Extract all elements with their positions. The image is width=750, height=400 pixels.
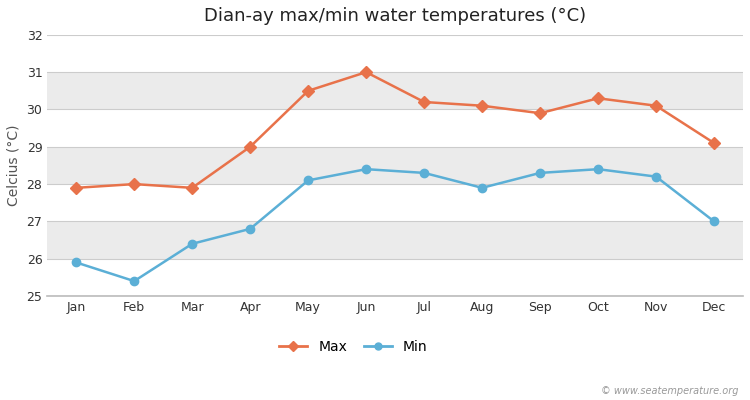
Title: Dian-ay max/min water temperatures (°C): Dian-ay max/min water temperatures (°C) bbox=[204, 7, 586, 25]
Max bbox=[420, 100, 429, 104]
Max bbox=[246, 144, 255, 149]
Y-axis label: Celcius (°C): Celcius (°C) bbox=[7, 125, 21, 206]
Max bbox=[593, 96, 602, 101]
Line: Max: Max bbox=[72, 68, 718, 192]
Max bbox=[362, 70, 370, 74]
Min bbox=[246, 226, 255, 231]
Text: © www.seatemperature.org: © www.seatemperature.org bbox=[602, 386, 739, 396]
Min bbox=[593, 167, 602, 172]
Legend: Max, Min: Max, Min bbox=[274, 334, 433, 360]
Bar bbox=[47, 259, 743, 296]
Max bbox=[710, 141, 718, 146]
Line: Min: Min bbox=[72, 165, 718, 285]
Min bbox=[420, 170, 429, 175]
Min bbox=[188, 241, 196, 246]
Max bbox=[130, 182, 139, 186]
Bar bbox=[47, 35, 743, 72]
Min bbox=[72, 260, 81, 265]
Bar bbox=[47, 72, 743, 110]
Max bbox=[536, 111, 544, 116]
Max bbox=[304, 88, 313, 93]
Min bbox=[652, 174, 661, 179]
Min bbox=[536, 170, 544, 175]
Max bbox=[72, 186, 81, 190]
Bar bbox=[47, 110, 743, 147]
Bar bbox=[47, 147, 743, 184]
Max bbox=[188, 186, 196, 190]
Min bbox=[478, 186, 487, 190]
Bar bbox=[47, 222, 743, 259]
Min bbox=[304, 178, 313, 183]
Bar bbox=[47, 184, 743, 222]
Max bbox=[478, 103, 487, 108]
Min bbox=[130, 279, 139, 284]
Min bbox=[362, 167, 370, 172]
Min bbox=[710, 219, 718, 224]
Max bbox=[652, 103, 661, 108]
